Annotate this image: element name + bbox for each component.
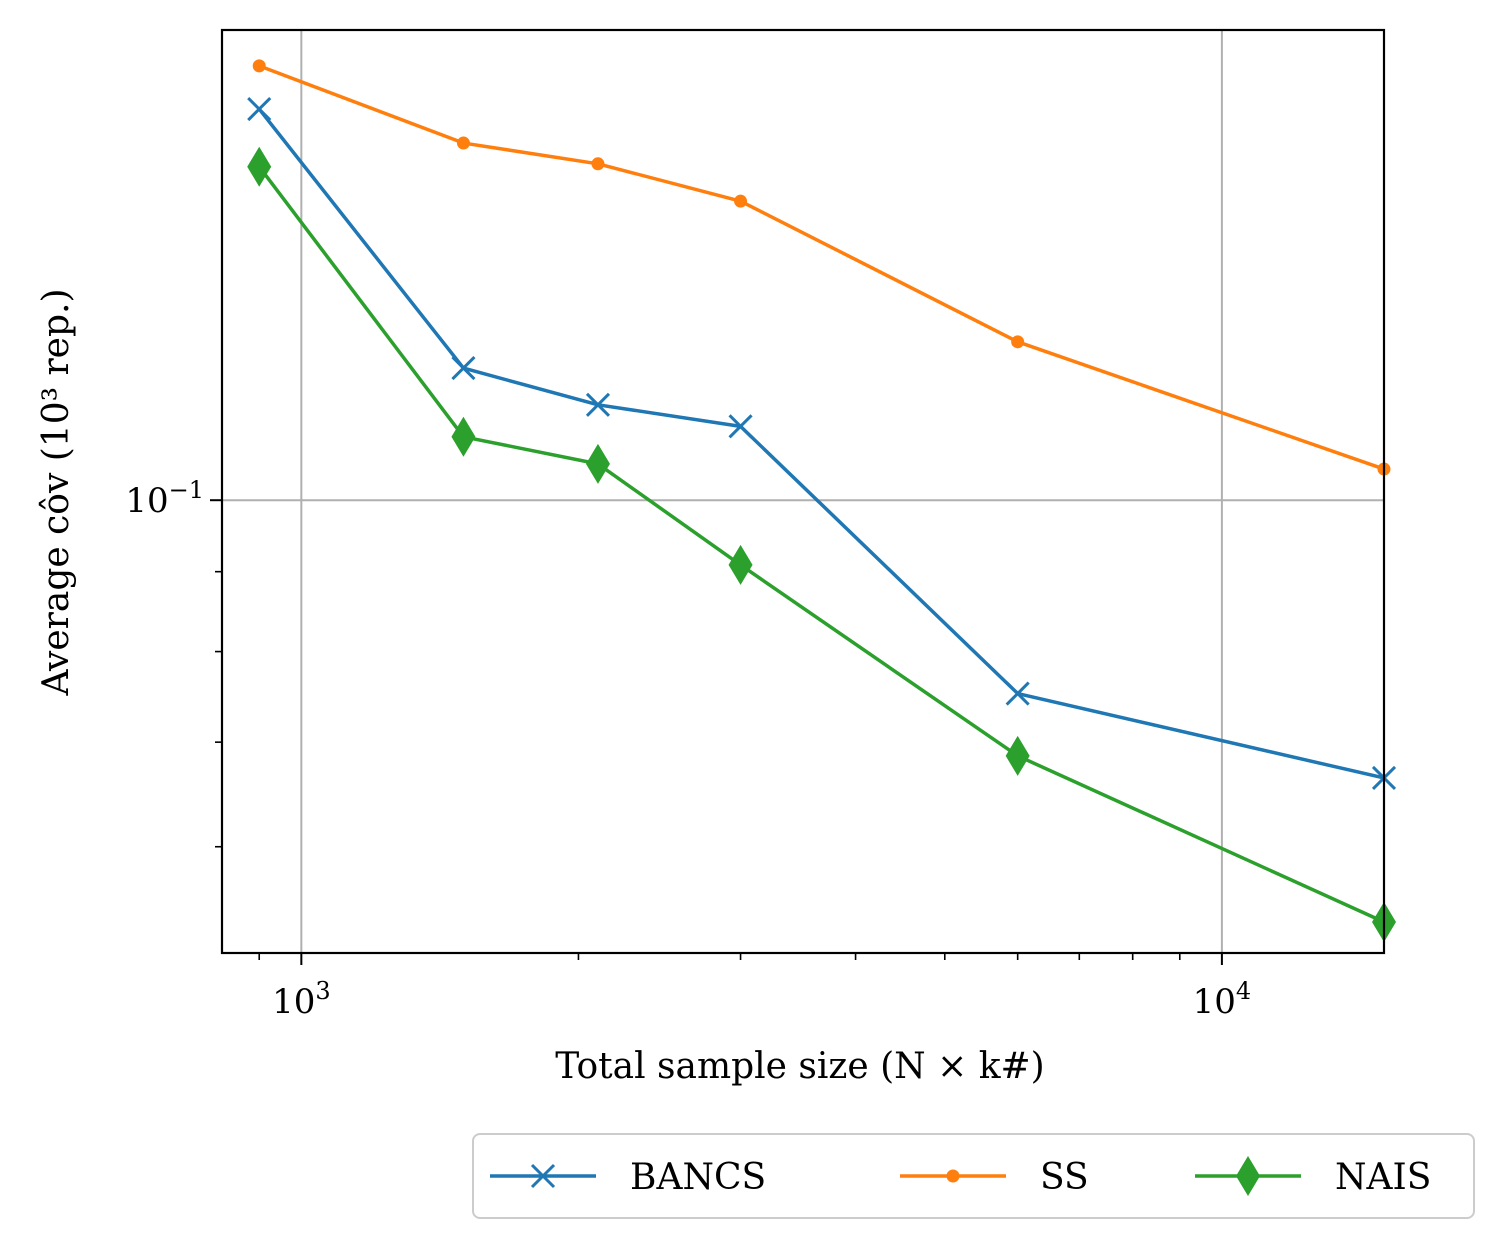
legend-marker-nais: [1236, 1156, 1260, 1196]
series-bancs: [247, 96, 1397, 791]
data-point-nais-4: [1005, 735, 1030, 776]
data-point-nais-2: [585, 443, 610, 484]
legend-marker-ss: [946, 1169, 960, 1183]
data-point-ss-0: [252, 59, 266, 73]
data-point-bancs-1: [451, 356, 476, 381]
data-point-ss-1: [456, 136, 470, 150]
legend-marker-bancs: [530, 1163, 556, 1189]
data-point-ss-4: [1011, 335, 1025, 349]
legend: BANCS SS NAIS: [472, 1133, 1475, 1219]
x-tick-label-0: 103: [272, 977, 331, 1022]
series-layer: [247, 59, 1397, 942]
series-ss: [252, 59, 1391, 476]
series-line-bancs: [257, 107, 1385, 780]
legend-entry-bancs: BANCS: [490, 1157, 766, 1198]
x-axis-title: Total sample size (N × k#): [555, 1046, 1044, 1087]
data-point-nais-1: [451, 416, 476, 457]
data-point-ss-2: [591, 157, 605, 171]
series-nais: [247, 146, 1396, 942]
legend-label-ss: SS: [1040, 1157, 1089, 1198]
legend-entry-ss: SS: [900, 1157, 1089, 1198]
x-tick-label-1: 104: [1193, 977, 1252, 1022]
data-point-nais-0: [247, 146, 272, 187]
data-point-bancs-4: [1005, 681, 1030, 706]
legend-entry-nais: NAIS: [1195, 1156, 1431, 1198]
data-point-bancs-2: [585, 392, 611, 417]
legend-label-bancs: BANCS: [630, 1157, 766, 1198]
grid-lines: [222, 30, 1384, 953]
plot-frame: [220, 28, 1386, 955]
series-line-ss: [258, 64, 1385, 471]
data-point-nais-3: [728, 544, 753, 585]
data-point-bancs-0: [247, 96, 272, 122]
y-tick-label-0: 10−1: [125, 476, 204, 521]
data-point-bancs-3: [728, 414, 753, 439]
legend-label-nais: NAIS: [1335, 1157, 1431, 1198]
series-line-nais: [257, 165, 1385, 924]
axis-ticks: 103 104 10−1: [125, 476, 1251, 1022]
y-axis-title: Average côv (10³ rep.): [36, 288, 77, 696]
data-point-ss-3: [734, 194, 748, 208]
